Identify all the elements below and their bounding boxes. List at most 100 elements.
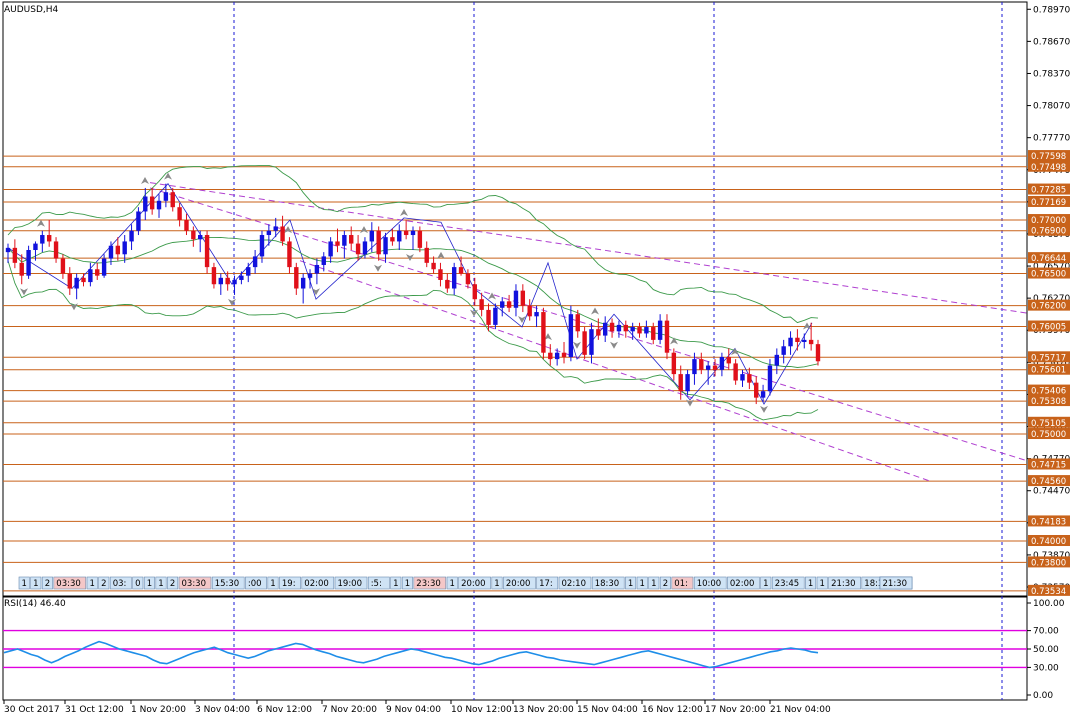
session-tag: 15:30 [215, 579, 240, 589]
candle-body [527, 305, 532, 317]
candle-body [431, 262, 436, 270]
session-tag: 01: [674, 579, 688, 589]
session-tag-box [879, 576, 913, 590]
candle-body [506, 301, 512, 308]
session-tag-box [491, 576, 503, 590]
candle-body [671, 352, 677, 375]
candle-body [740, 374, 745, 381]
level-price-tag [1028, 183, 1070, 195]
fractal-up-marker [670, 337, 678, 345]
candle-body [266, 230, 272, 236]
session-tag: 1 [820, 579, 825, 589]
candle-body [548, 352, 553, 360]
level-price-tag [1028, 214, 1070, 226]
candle-body [815, 344, 821, 362]
price-axis: 0.78970 0.78670 0.78370 0.78070 0.77770 0.774… [1027, 5, 1070, 597]
level-price-tag [1028, 458, 1070, 470]
candle-body [335, 241, 340, 246]
candle-body [397, 230, 402, 242]
fractal-up-marker [591, 307, 599, 315]
level-price-tag [1028, 395, 1070, 407]
session-tag-box [86, 576, 98, 590]
session-tag-box [167, 576, 179, 590]
time-tick-label: 3 Nov 04:00 [195, 705, 250, 715]
candle-body [644, 327, 649, 334]
level-price-label: 0.75601 [1031, 366, 1066, 376]
price-tick-label: 0.78970 [1033, 5, 1070, 15]
candle-body [81, 277, 86, 283]
level-price-tag [1028, 320, 1070, 332]
candle-body [342, 235, 347, 246]
candle-body [321, 256, 326, 265]
candle-body [136, 211, 141, 231]
candle-body [191, 230, 196, 240]
session-tag-box [536, 576, 559, 590]
price-tick-label: 0.74470 [1033, 487, 1070, 497]
level-price-tag [1028, 195, 1070, 207]
rsi-panel: 100.00 70.00 50.00 30.00 0.00 [3, 599, 1065, 701]
session-tag: 1 [22, 579, 27, 589]
level-price-tag [1028, 428, 1070, 440]
session-tag: 1 [651, 579, 656, 589]
level-price-tag [1028, 584, 1070, 596]
session-tag-box [401, 576, 413, 590]
candle-body [754, 382, 759, 398]
session-tags: 1 1 2 03:30 1 2 03: 0 1 1 2 03:30 15:30:00 1 19: 02:00 1… [18, 576, 913, 590]
session-tag: 23:45 [775, 579, 800, 589]
level-price-label: 0.77000 [1031, 216, 1066, 226]
session-tag: :00 [248, 579, 262, 589]
candle-body [616, 324, 622, 332]
fractal-up-marker [141, 176, 149, 184]
level-price-tag [1028, 267, 1070, 279]
rsi-tick-label: 100.00 [1033, 599, 1065, 609]
candle-body [129, 230, 134, 242]
session-tag-box [760, 576, 772, 590]
candle-body [362, 241, 368, 255]
session-tag-box [334, 576, 368, 590]
candle-body [273, 226, 278, 231]
candle-body [177, 207, 182, 221]
session-tag: 23:30 [416, 579, 441, 589]
candle-body [651, 327, 656, 340]
session-tag-box [30, 576, 42, 590]
candle-body [211, 267, 217, 285]
session-tag-box [503, 576, 536, 590]
trend-line [149, 187, 1028, 462]
session-tag: 03:30 [56, 579, 81, 589]
candle-body [781, 346, 786, 355]
price-tick-label: 0.78370 [1033, 69, 1070, 79]
price-tick-label: 0.75670 [1033, 358, 1070, 368]
time-tick-label: 7 Nov 20:00 [322, 705, 377, 715]
candle-body [609, 322, 615, 332]
rsi-tick-label: 70.00 [1033, 627, 1059, 637]
session-tag-box [143, 576, 155, 590]
level-price-tag [1028, 252, 1070, 264]
session-tag-box [390, 576, 402, 590]
candle-body [500, 301, 505, 308]
session-tag: 2 [45, 579, 50, 589]
session-tag-box [211, 576, 245, 590]
candle-body [541, 312, 546, 353]
candle-body [568, 314, 574, 357]
fractal-down-marker [470, 309, 478, 317]
candle-body [156, 200, 162, 210]
session-tag-box [648, 576, 660, 590]
candle-body [630, 327, 635, 332]
fractal-up-marker [284, 226, 292, 234]
fractal-up-marker [437, 251, 445, 259]
candle-body [26, 249, 31, 276]
session-tag: :5: [371, 579, 382, 589]
fractal-down-marker [20, 288, 28, 296]
candle-body [355, 243, 361, 255]
candle-body [520, 290, 526, 306]
candle-body [314, 264, 320, 274]
session-tag-box [591, 576, 625, 590]
session-tag-box [727, 576, 760, 590]
candlesticks[interactable] [5, 183, 821, 405]
session-tag: 18:30 [595, 579, 620, 589]
candle-body [115, 245, 121, 255]
level-price-tag [1028, 556, 1070, 568]
rsi-tick-label: 0.00 [1033, 691, 1053, 701]
candle-body [479, 299, 484, 310]
candle-body [88, 269, 93, 283]
